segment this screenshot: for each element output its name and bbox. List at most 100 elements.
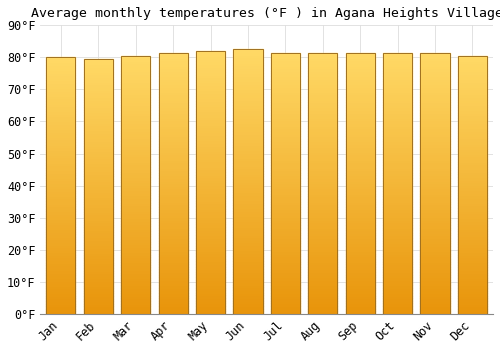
- Bar: [234, 94, 262, 97]
- Bar: [271, 230, 300, 233]
- Bar: [458, 190, 487, 192]
- Bar: [196, 303, 225, 306]
- Bar: [383, 115, 412, 118]
- Bar: [234, 97, 262, 100]
- Bar: [84, 278, 113, 281]
- Bar: [84, 288, 113, 291]
- Bar: [196, 51, 225, 314]
- Bar: [271, 113, 300, 115]
- Bar: [346, 183, 375, 186]
- Bar: [271, 290, 300, 293]
- Bar: [308, 65, 338, 68]
- Bar: [46, 145, 76, 147]
- Bar: [383, 123, 412, 126]
- Bar: [383, 238, 412, 241]
- Bar: [346, 209, 375, 212]
- Bar: [46, 211, 76, 214]
- Bar: [271, 277, 300, 280]
- Bar: [383, 267, 412, 270]
- Bar: [308, 63, 338, 65]
- Bar: [458, 138, 487, 141]
- Bar: [158, 270, 188, 272]
- Bar: [46, 201, 76, 204]
- Bar: [383, 215, 412, 217]
- Bar: [121, 288, 150, 290]
- Bar: [420, 123, 450, 126]
- Bar: [84, 82, 113, 84]
- Bar: [84, 176, 113, 179]
- Bar: [383, 236, 412, 238]
- Bar: [271, 123, 300, 126]
- Bar: [420, 74, 450, 76]
- Bar: [46, 219, 76, 222]
- Bar: [308, 84, 338, 86]
- Bar: [346, 74, 375, 76]
- Bar: [458, 234, 487, 237]
- Bar: [271, 144, 300, 147]
- Bar: [458, 309, 487, 311]
- Bar: [121, 175, 150, 177]
- Bar: [234, 287, 262, 290]
- Bar: [234, 205, 262, 208]
- Bar: [84, 115, 113, 118]
- Bar: [234, 73, 262, 76]
- Bar: [458, 221, 487, 224]
- Bar: [84, 59, 113, 314]
- Bar: [84, 312, 113, 314]
- Bar: [383, 241, 412, 243]
- Bar: [420, 267, 450, 270]
- Bar: [458, 296, 487, 299]
- Bar: [420, 110, 450, 113]
- Bar: [271, 79, 300, 81]
- Bar: [84, 212, 113, 215]
- Bar: [308, 209, 338, 212]
- Bar: [234, 179, 262, 182]
- Bar: [308, 222, 338, 225]
- Bar: [420, 149, 450, 152]
- Bar: [158, 136, 188, 139]
- Bar: [458, 146, 487, 149]
- Bar: [271, 181, 300, 183]
- Bar: [271, 285, 300, 288]
- Bar: [234, 121, 262, 124]
- Bar: [271, 296, 300, 298]
- Bar: [308, 147, 338, 149]
- Bar: [346, 196, 375, 199]
- Bar: [46, 242, 76, 245]
- Bar: [158, 168, 188, 170]
- Bar: [158, 94, 188, 97]
- Bar: [84, 209, 113, 212]
- Bar: [308, 105, 338, 107]
- Bar: [234, 224, 262, 226]
- Bar: [158, 97, 188, 100]
- Bar: [383, 212, 412, 215]
- Bar: [383, 251, 412, 254]
- Bar: [196, 203, 225, 206]
- Bar: [46, 178, 76, 181]
- Bar: [458, 113, 487, 115]
- Bar: [308, 120, 338, 123]
- Bar: [458, 267, 487, 270]
- Bar: [383, 259, 412, 261]
- Bar: [458, 69, 487, 71]
- Bar: [308, 92, 338, 94]
- Bar: [158, 248, 188, 251]
- Bar: [121, 286, 150, 288]
- Bar: [420, 233, 450, 236]
- Bar: [271, 149, 300, 152]
- Bar: [308, 181, 338, 183]
- Bar: [121, 56, 150, 314]
- Bar: [458, 270, 487, 273]
- Bar: [196, 109, 225, 111]
- Bar: [420, 196, 450, 199]
- Bar: [458, 203, 487, 205]
- Bar: [196, 59, 225, 62]
- Bar: [458, 125, 487, 128]
- Bar: [383, 97, 412, 100]
- Bar: [158, 311, 188, 314]
- Bar: [346, 170, 375, 173]
- Bar: [420, 94, 450, 97]
- Bar: [383, 162, 412, 165]
- Bar: [84, 125, 113, 128]
- Bar: [383, 272, 412, 275]
